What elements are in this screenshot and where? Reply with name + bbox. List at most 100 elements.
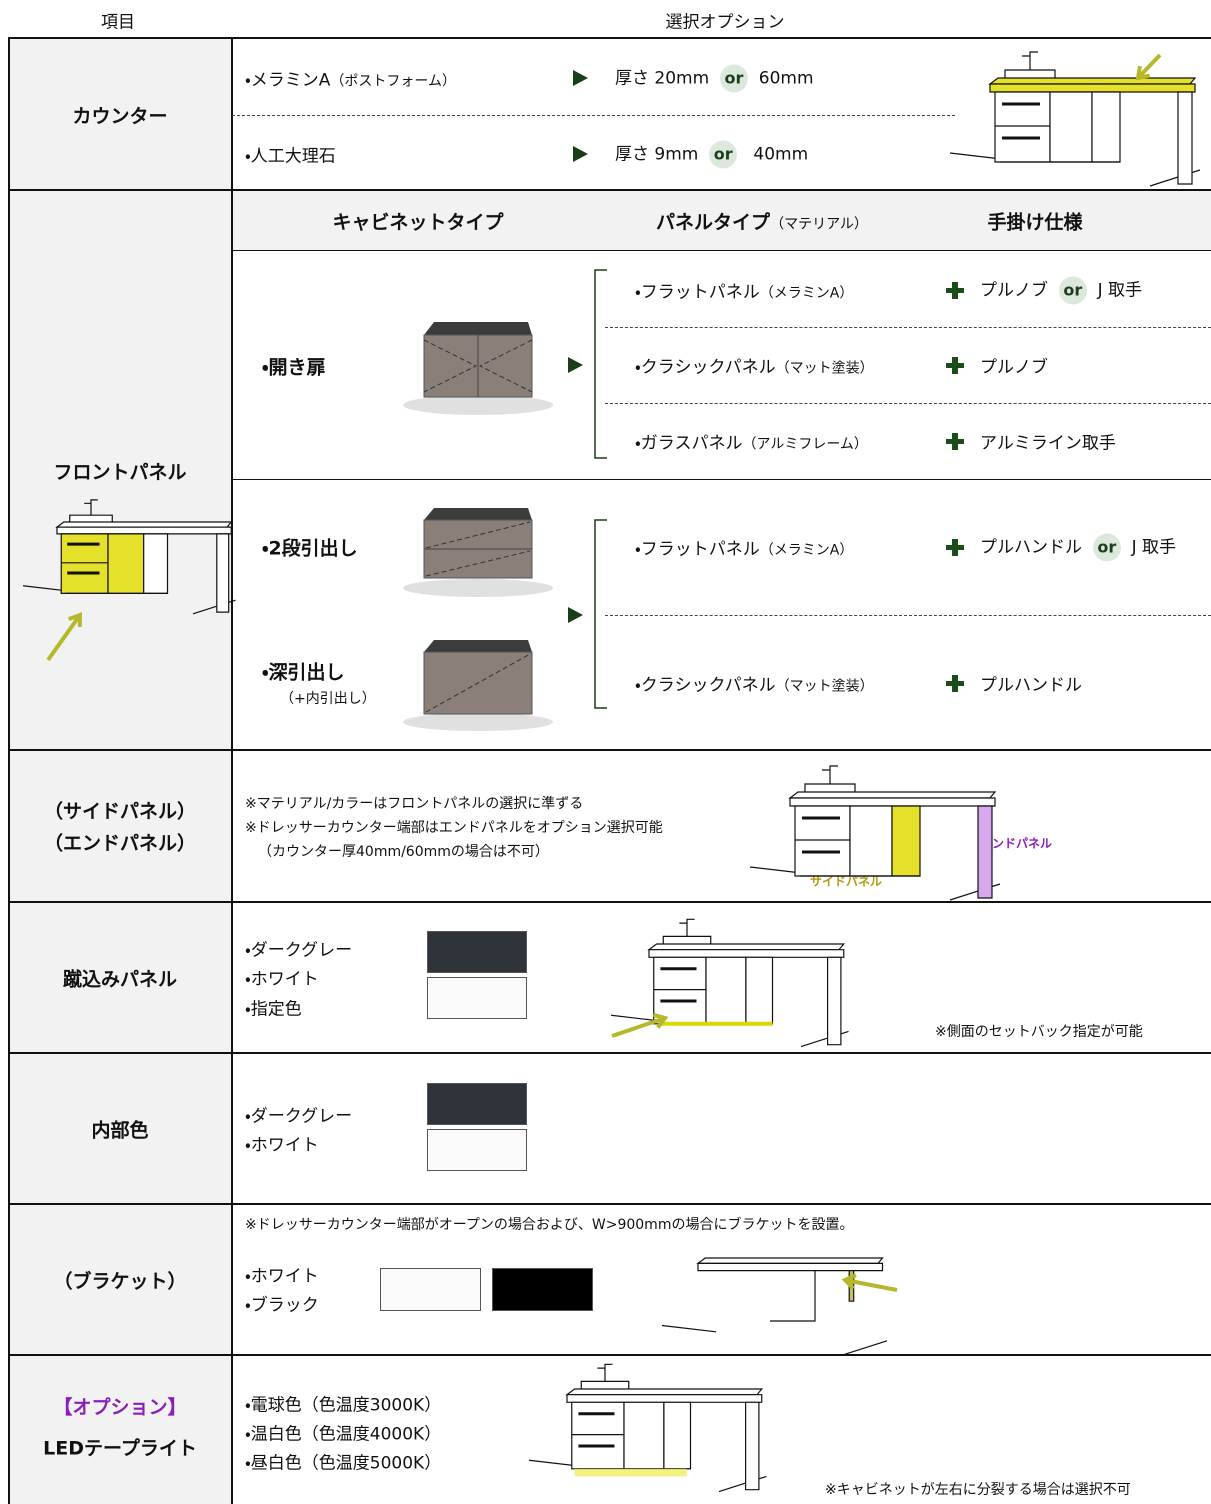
spec: 厚さ 20mm — [615, 68, 710, 89]
figure-part — [790, 792, 995, 798]
figure-part — [990, 84, 1195, 92]
figure-part — [1022, 52, 1038, 70]
figure-part — [822, 766, 838, 784]
figure-part — [654, 957, 706, 1024]
rule — [8, 901, 1211, 903]
plus-icon — [946, 282, 964, 299]
sub-header: キャビネットタイプ — [332, 211, 504, 234]
column-header: 項目 — [101, 12, 135, 33]
dashed-rule — [605, 615, 1211, 616]
plus-icon — [946, 539, 964, 556]
rule — [8, 1354, 1211, 1356]
figure-part — [1178, 92, 1192, 184]
figure-part — [950, 153, 1010, 160]
or-badge: or — [1058, 276, 1087, 305]
handle-name: プルノブ — [980, 357, 1048, 378]
row-label: カウンター — [72, 105, 168, 128]
vanity-figure — [950, 52, 1200, 186]
option-name: ・人工大理石 — [245, 146, 336, 167]
or-badge: or — [719, 64, 748, 93]
color-option: ・ダークグレー — [245, 1106, 353, 1127]
arrow-icon — [573, 70, 588, 86]
row-label: フロントパネル — [53, 461, 187, 484]
sub-header-text: パネルタイプ — [656, 211, 771, 234]
figure-part — [581, 1381, 629, 1394]
swatch — [380, 1268, 481, 1311]
color-option: ・ホワイト — [245, 1135, 319, 1156]
figure-part — [664, 1402, 691, 1469]
figure-part — [750, 867, 810, 874]
sub-header-note: （マテリアル） — [770, 216, 868, 233]
figure-part — [649, 950, 844, 958]
figure-part — [990, 78, 1195, 84]
figure-part — [770, 1271, 815, 1321]
dashed-rule — [605, 327, 1211, 328]
panel-note: （メラミンA） — [759, 285, 854, 302]
figure-part — [624, 1402, 664, 1469]
figure-part — [1138, 66, 1150, 78]
figure-part — [698, 1263, 883, 1270]
figure-part — [1150, 170, 1200, 186]
figure-part — [1050, 92, 1092, 162]
figure-part — [892, 806, 920, 876]
vanity-figure — [529, 1364, 767, 1491]
rule — [8, 38, 10, 1504]
figure-part — [828, 957, 841, 1044]
color-option: ・指定色 — [245, 999, 302, 1020]
figure-part — [849, 1271, 854, 1302]
row-label: （サイドパネル） — [43, 800, 197, 823]
figure-part — [995, 92, 1050, 162]
figure-part — [746, 957, 773, 1024]
option-note: （ポストフォーム） — [330, 73, 457, 90]
option-name: ・メラミンA（ポストフォーム） — [245, 66, 456, 91]
plus-icon — [946, 357, 964, 374]
handle-alt: J 取手 — [1097, 280, 1143, 301]
panel-type: ・フラットパネル（メラミンA） — [635, 535, 853, 560]
figure-part — [663, 936, 711, 949]
handle-name: プルハンドル — [980, 537, 1082, 558]
note: ※マテリアル/カラーはフロントパネルの選択に準ずる — [245, 796, 584, 812]
or-badge: or — [709, 140, 738, 169]
figure-part — [567, 1389, 762, 1395]
panel-name: ・フラットパネル — [635, 539, 760, 560]
note: ※キャビネットが左右に分裂する場合は選択不可 — [825, 1482, 1131, 1498]
panel-name: ・クラシックパネル — [635, 357, 776, 378]
figure-part — [649, 944, 844, 950]
figure-part — [653, 1015, 665, 1028]
sub-header: 手掛け仕様 — [987, 211, 1083, 234]
column-header: 選択オプション — [665, 12, 785, 33]
color-option: ・昼白色（色温度5000K） — [245, 1453, 442, 1474]
figure-part — [679, 919, 694, 936]
handle-alt: J 取手 — [1131, 537, 1177, 558]
handle-name: プルハンドル — [980, 675, 1082, 696]
panel-name: ・ガラスパネル — [635, 433, 743, 454]
vanity-figure — [662, 1258, 887, 1355]
figure-part — [719, 1476, 767, 1491]
figure-part — [845, 1275, 856, 1288]
figure-part — [572, 1402, 624, 1469]
spec: 厚さ 9mm — [615, 144, 699, 165]
panel-type: ・クラシックパネル（マット塗装） — [635, 671, 874, 696]
handle-name: アルミライン取手 — [980, 433, 1116, 454]
figure-part — [529, 1460, 586, 1467]
panel-note: （アルミフレーム） — [742, 436, 868, 453]
panel-type: ・ガラスパネル（アルミフレーム） — [635, 429, 868, 454]
cabinet-type: ・開き扉 — [262, 356, 326, 379]
handle-name: プルノブ — [980, 280, 1048, 301]
figure-part — [805, 784, 855, 798]
rule — [8, 1052, 1211, 1054]
handle-type: プルノブ — [980, 353, 1048, 378]
rule — [232, 479, 1211, 480]
panel-name: ・フラットパネル — [635, 282, 760, 303]
handle-type: プルハンドル or J 取手 — [980, 533, 1176, 562]
plus-icon — [946, 675, 964, 692]
handle-type: アルミライン取手 — [980, 429, 1116, 454]
figure-part — [795, 806, 850, 876]
option-spec: 厚さ 9mm or 40mm — [615, 140, 808, 169]
color-option: ・電球色（色温度3000K） — [245, 1395, 442, 1416]
cabinet-image — [403, 508, 553, 597]
swatch — [492, 1268, 593, 1311]
sub-header: パネルタイプ（マテリアル） — [656, 208, 868, 235]
cabinet-type: ・深引出し — [262, 661, 345, 684]
